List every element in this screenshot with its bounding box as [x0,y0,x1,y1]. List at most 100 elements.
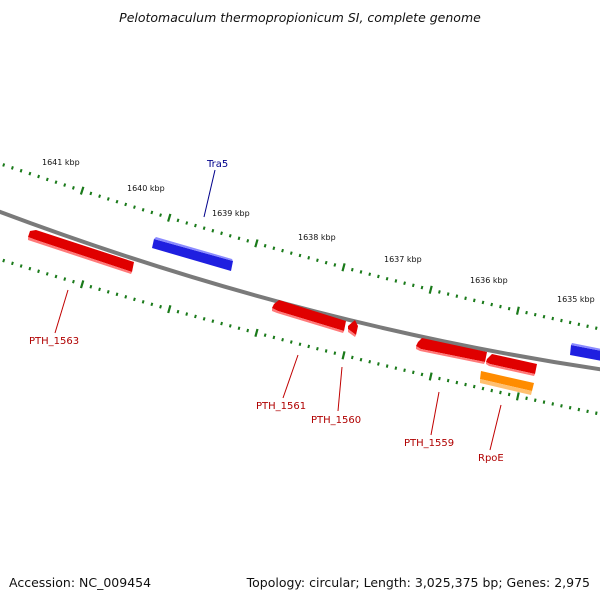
ruler-tick-minor [220,321,223,326]
ruler-tick-major [79,280,85,289]
ruler-tick-major [167,304,172,314]
ruler-tick-major [341,351,346,360]
ruler-tick-minor [72,279,75,284]
ruler-tick-minor [472,298,476,303]
ruler-tick-minor [63,183,67,187]
ruler-tick-major [167,213,172,222]
ruler-tick-minor [542,314,546,319]
ruler-tick-minor [115,292,119,297]
gene-arrow-offscreen-forward[interactable] [570,343,600,361]
ruler-tick-minor [185,221,189,225]
ruler-label: 1640 kbp [127,184,165,193]
leader-line-pth1559 [430,391,440,436]
ruler-tick-minor [228,324,232,328]
ruler-tick-minor [586,324,589,329]
gene-arrow-pth1563[interactable] [28,230,134,274]
ruler-tick-minor [141,208,145,212]
ruler-tick-major [428,372,433,381]
ruler-tick-minor [228,234,232,238]
genome-summary: Topology: circular; Length: 3,025,375 bp… [246,575,590,590]
ruler-tick-minor [403,368,406,373]
ruler-tick-minor [281,248,284,253]
ruler-tick-minor [507,392,511,397]
ruler-tick-minor [185,312,189,316]
ruler-tick-minor [403,281,406,285]
gene-label-pth1563[interactable]: PTH_1563 [29,336,79,347]
ruler-tick-minor [446,378,450,383]
ruler-tick-minor [289,340,293,344]
gene-arrow-rpoe[interactable] [480,371,534,395]
ruler-tick-minor [472,384,476,389]
ruler-tick-minor [377,274,380,279]
ruler-tick-minor [211,319,215,323]
ruler-tick-minor [211,228,215,233]
ruler-tick-minor [28,266,32,271]
ruler-label: 1638 kbp [298,233,336,242]
accession-text: Accession: NC_009454 [9,575,152,590]
ruler-tick-minor [385,364,389,368]
ruler-tick-minor [542,400,546,404]
ruler-tick-major [341,263,346,272]
ruler-tick-minor [411,283,415,288]
gene-label-tra5[interactable]: Tra5 [206,159,228,170]
ruler-tick-minor [324,260,328,265]
ruler-tick-minor [359,357,363,362]
ruler-tick-minor [133,205,136,209]
ruler-tick-major [254,239,259,248]
ruler-tick-minor [533,398,537,403]
ruler-tick-minor [124,202,128,207]
gene-arrow-pth1559[interactable] [416,338,487,364]
gene-arrow-pth1561[interactable] [272,300,346,333]
ruler-tick-minor [159,213,162,217]
ruler-tick-minor [124,295,128,299]
ruler-tick-minor [89,191,93,196]
ruler-tick-major [79,186,85,195]
ruler-tick-minor [220,231,223,236]
leader-line-pth1563 [54,289,69,334]
leader-line-pth1561 [282,354,299,399]
gene-arrow-pth-unlabeled[interactable] [486,354,537,376]
ruler-tick-minor [359,270,363,274]
ruler-tick-minor [438,376,441,381]
ruler-tick-minor [551,316,555,321]
ruler-tick-minor [141,300,145,304]
ruler-tick-minor [202,317,206,321]
ruler-tick-minor [595,411,598,415]
ruler-tick-minor [377,362,380,366]
ruler-tick-minor [28,171,32,176]
ruler-tick-minor [115,199,119,204]
ruler-tick-minor [420,372,424,377]
ruler-tick-minor [133,297,136,302]
ruler-tick-minor [289,251,293,255]
ruler-tick-minor [446,292,450,296]
ruler-tick-minor [577,322,581,327]
ruler-tick-minor [577,407,581,412]
ruler-tick-minor [316,346,319,351]
ruler-tick-minor [568,405,572,410]
ruler-tick-minor [490,302,494,307]
ruler-tick-minor [45,177,49,182]
gene-label-pth1561[interactable]: PTH_1561 [256,401,306,412]
gene-arrow-tra5[interactable] [152,237,233,271]
ruler-label: 1635 kbp [557,295,595,304]
gene-label-pth1559[interactable]: PTH_1559 [404,438,454,449]
ruler-tick-minor [98,287,101,292]
ruler-tick-minor [11,261,14,266]
ruler-tick-minor [37,174,41,179]
ruler-tick-minor [63,277,67,281]
ruler-tick-minor [150,210,154,215]
ruler-tick-minor [176,309,180,314]
ruler-tick-minor [298,342,302,347]
ruler-tick-minor [420,285,424,290]
ruler-tick-minor [89,284,93,289]
ruler-tick-minor [464,296,467,301]
ruler-tick-minor [2,258,6,263]
ruler-tick-minor [106,290,110,294]
gene-label-pth1560[interactable]: PTH_1560 [311,415,361,426]
ruler-tick-minor [394,366,398,370]
gene-label-rpoe[interactable]: RpoE [478,453,504,464]
ruler-tick-minor [194,223,197,228]
ruler-label: 1639 kbp [212,209,250,218]
gene-arrow-pth1560[interactable] [348,320,358,337]
